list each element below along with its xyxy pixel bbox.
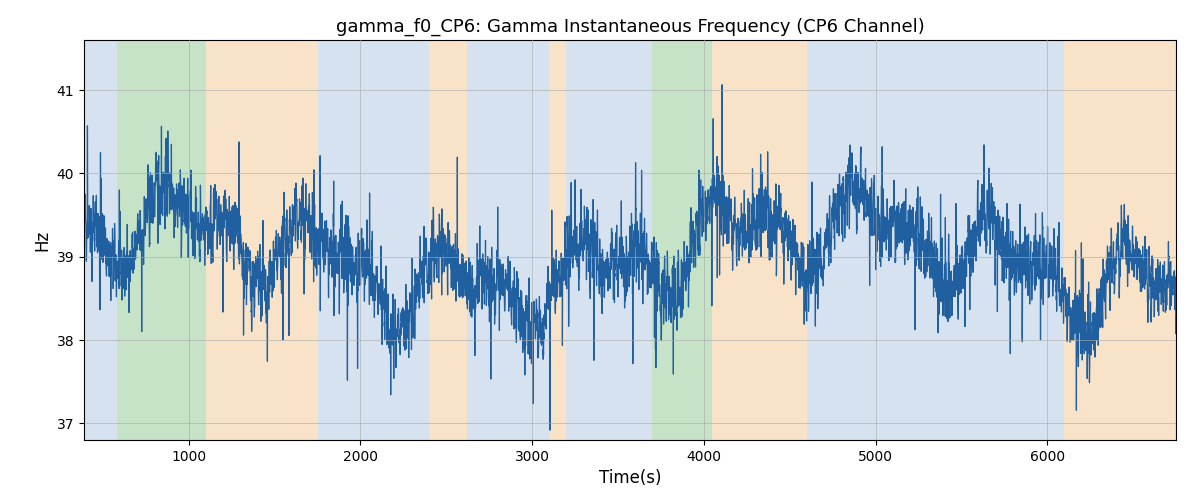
Bar <box>713 40 806 440</box>
X-axis label: Time(s): Time(s) <box>599 470 661 488</box>
Bar <box>550 40 566 440</box>
Title: gamma_f0_CP6: Gamma Instantaneous Frequency (CP6 Channel): gamma_f0_CP6: Gamma Instantaneous Freque… <box>336 18 924 36</box>
Bar <box>84 40 116 440</box>
Bar <box>430 40 467 440</box>
Bar <box>1064 40 1176 440</box>
Bar <box>206 40 318 440</box>
Bar <box>116 40 206 440</box>
Bar <box>467 40 550 440</box>
Bar <box>566 40 653 440</box>
Bar <box>318 40 430 440</box>
Bar <box>806 40 1064 440</box>
Bar <box>653 40 713 440</box>
Y-axis label: Hz: Hz <box>34 230 52 250</box>
